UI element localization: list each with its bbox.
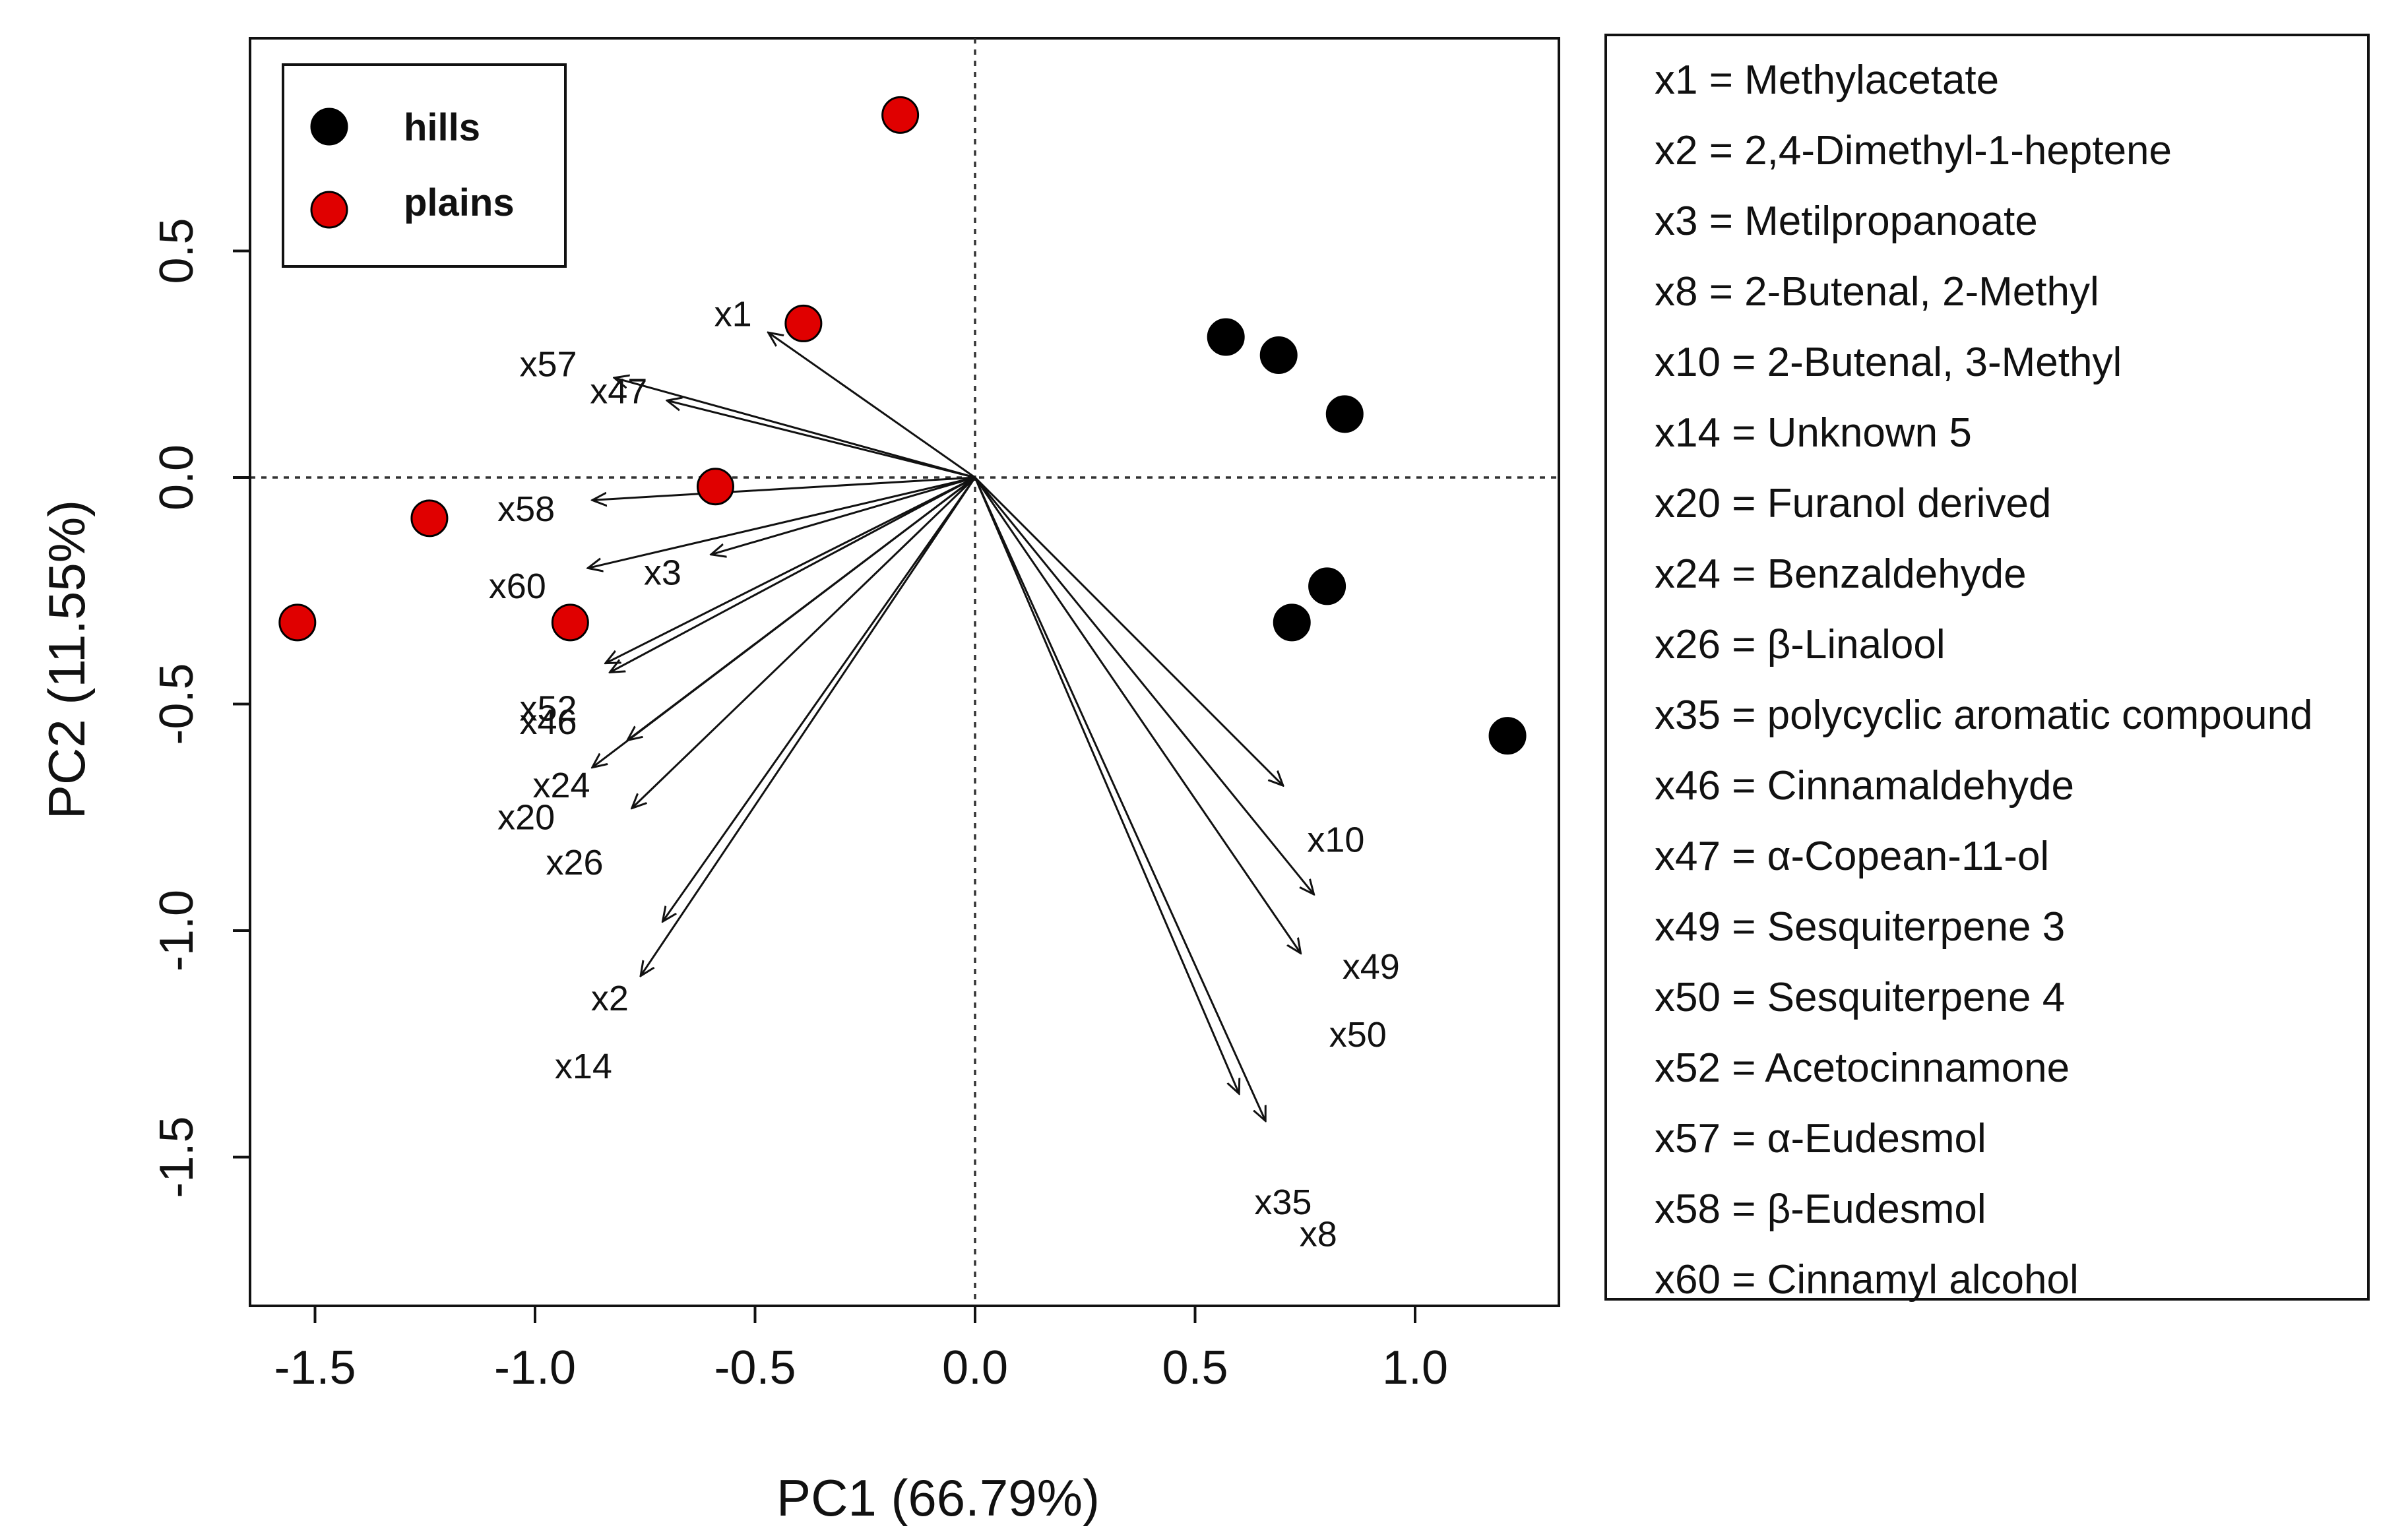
y-tick-label: -1.5: [150, 1116, 203, 1198]
x-axis-title: PC1 (66.79%): [776, 1469, 1100, 1527]
key-item: x60 = Cinnamyl alcohol: [1655, 1257, 2079, 1303]
y-tick-label: 0.5: [150, 218, 203, 284]
loading-label-x1: x1: [714, 295, 752, 334]
key-item: x14 = Unknown 5: [1655, 410, 1972, 456]
loading-label-x24: x24: [532, 766, 590, 805]
x-tick-label: 0.0: [942, 1341, 1008, 1394]
loading-label-x52: x52: [519, 689, 577, 728]
loading-arrow-x35: [974, 477, 1239, 1093]
loading-label-x3: x3: [644, 553, 681, 592]
point-plains: [410, 499, 449, 538]
loading-arrow-x57: [614, 378, 976, 479]
loading-arrow-x49: [974, 477, 1314, 894]
loading-arrow-x26: [632, 476, 976, 809]
legend: hills plains: [282, 63, 567, 268]
key-item: x49 = Sesquiterpene 3: [1655, 904, 2066, 950]
x-tick-label: -0.5: [714, 1341, 796, 1394]
key-item: x20 = Furanol derived: [1655, 481, 2052, 526]
x-tick-label: 0.5: [1162, 1341, 1228, 1394]
y-tick-label: -0.5: [150, 663, 203, 745]
loading-label-x49: x49: [1343, 947, 1400, 987]
loading-label-x35: x35: [1254, 1183, 1312, 1222]
y-axis: 0.5 0.0 -0.5 -1.0 -1.5: [150, 218, 251, 1198]
legend-box: [282, 63, 567, 268]
point-plains: [881, 96, 920, 134]
loading-arrow-x3: [711, 476, 976, 555]
loading-arrow-x20: [592, 476, 976, 768]
point-plains: [278, 603, 317, 642]
point-hills: [1488, 717, 1527, 755]
point-hills: [1308, 567, 1346, 605]
point-hills: [1325, 395, 1364, 433]
key-item: x57 = α-Eudesmol: [1655, 1116, 1986, 1161]
loading-arrow-x50: [974, 477, 1301, 953]
key-item: x2 = 2,4-Dimethyl-1-heptene: [1655, 128, 2172, 173]
point-hills: [1207, 318, 1245, 356]
y-tick-label: 0.0: [150, 445, 203, 510]
loading-arrow-x8: [974, 477, 1265, 1121]
point-plains: [696, 468, 734, 506]
loading-arrow-x14: [641, 477, 976, 976]
legend-marker-plains: [310, 191, 348, 229]
loading-label-x50: x50: [1329, 1015, 1387, 1055]
key-item: x47 = α-Copean-11-ol: [1655, 834, 2050, 879]
key-item: x3 = Metilpropanoate: [1655, 199, 2038, 244]
loading-label-x47: x47: [590, 371, 647, 411]
point-hills: [1259, 336, 1298, 375]
y-axis-title: PC2 (11.55%): [38, 500, 96, 819]
loading-label-x46: x46: [519, 702, 577, 742]
key-item: x10 = 2-Butenal, 3-Methyl: [1655, 340, 2122, 385]
loading-label-x2: x2: [591, 979, 629, 1018]
legend-marker-hills: [310, 108, 348, 146]
key-item: x46 = Cinnamaldehyde: [1655, 763, 2074, 809]
key-item: x50 = Sesquiterpene 4: [1655, 975, 2066, 1020]
loading-label-x20: x20: [497, 797, 555, 837]
loading-arrow-x58: [592, 476, 976, 500]
loading-arrow-x52: [606, 476, 976, 663]
x-axis: -1.5 -1.0 -0.5 0.0 0.5 1.0: [274, 1305, 1448, 1394]
x-tick-label: -1.5: [274, 1341, 356, 1394]
key-item: x52 = Acetocinnamone: [1655, 1045, 2070, 1091]
loading-label-x8: x8: [1300, 1214, 1337, 1254]
x-tick-label: 1.0: [1382, 1341, 1448, 1394]
loading-arrow-x60: [588, 476, 976, 568]
key-item: x24 = Benzaldehyde: [1655, 551, 2027, 597]
score-points: [278, 96, 1527, 755]
y-tick-label: -1.0: [150, 890, 203, 971]
point-plains: [551, 603, 589, 642]
point-plains: [784, 304, 823, 342]
loading-arrow-x1: [769, 332, 976, 479]
variable-key-panel: x1 = Methylacetate x2 = 2,4-Dimethyl-1-he…: [1604, 34, 2370, 1301]
loading-label-x10: x10: [1307, 820, 1364, 860]
key-item: x58 = β-Eudesmol: [1655, 1186, 1986, 1232]
key-item: x1 = Methylacetate: [1655, 57, 2000, 103]
loading-label-x26: x26: [546, 843, 603, 882]
key-item: x35 = polycyclic aromatic compound: [1655, 693, 2313, 738]
x-tick-label: -1.0: [494, 1341, 576, 1394]
loading-arrow-x10: [974, 476, 1283, 785]
loading-arrow-x46: [610, 476, 976, 672]
loading-label-x57: x57: [519, 344, 577, 384]
loading-label-x60: x60: [489, 567, 546, 606]
loading-label-x58: x58: [497, 489, 555, 529]
key-item: x8 = 2-Butenal, 2-Methyl: [1655, 269, 2099, 315]
legend-label-plains: plains: [404, 181, 515, 224]
key-item: x26 = β-Linalool: [1655, 622, 1945, 667]
point-hills: [1273, 603, 1311, 642]
loading-arrow-x2: [662, 477, 976, 921]
loading-label-x14: x14: [555, 1047, 612, 1086]
loading-arrow-x47: [667, 400, 976, 479]
legend-label-hills: hills: [404, 106, 480, 149]
